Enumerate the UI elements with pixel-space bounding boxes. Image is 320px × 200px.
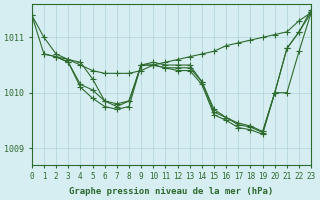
- X-axis label: Graphe pression niveau de la mer (hPa): Graphe pression niveau de la mer (hPa): [69, 187, 274, 196]
